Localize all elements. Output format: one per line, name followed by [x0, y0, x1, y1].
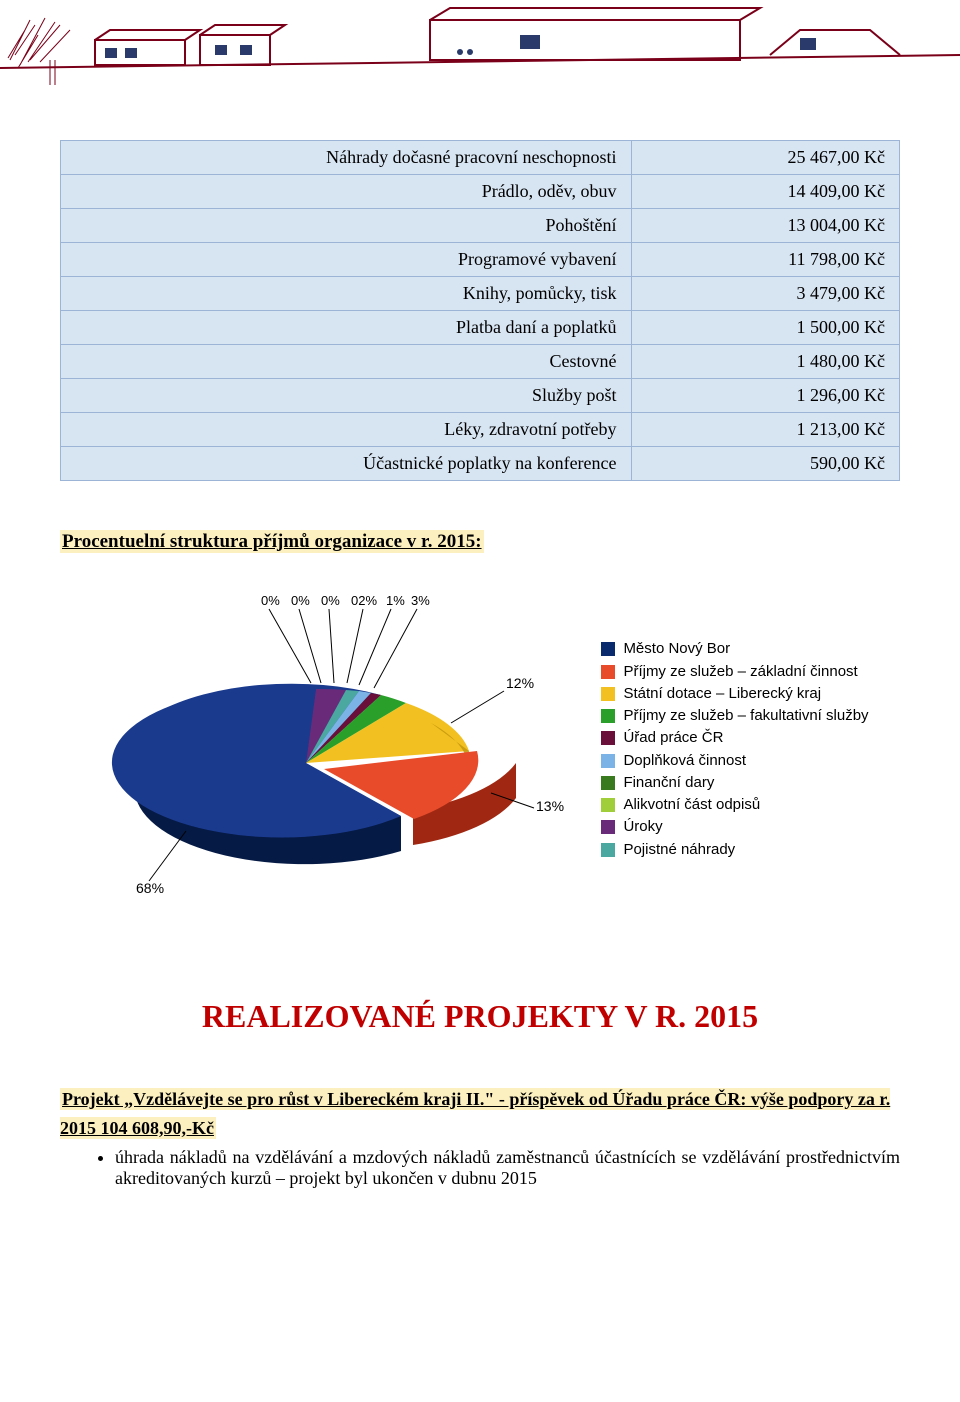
projects-heading: REALIZOVANÉ PROJEKTY V R. 2015 — [60, 998, 900, 1035]
table-row-label: Cestovné — [61, 345, 632, 379]
project-bullet: úhrada nákladů na vzdělávání a mzdových … — [115, 1147, 900, 1189]
legend-label: Úroky — [623, 817, 662, 837]
legend-label: Příjmy ze služeb – základní činnost — [623, 662, 857, 682]
legend-label: Alikvotní část odpisů — [623, 795, 760, 815]
svg-text:1%: 1% — [386, 593, 405, 608]
legend-row: Finanční dary — [601, 773, 868, 793]
legend-swatch — [601, 665, 615, 679]
legend-swatch — [601, 820, 615, 834]
table-row-value: 1 480,00 Kč — [631, 345, 899, 379]
table-row-value: 1 296,00 Kč — [631, 379, 899, 413]
legend-label: Pojistné náhrady — [623, 840, 735, 860]
svg-text:3%: 3% — [411, 593, 430, 608]
table-row-label: Léky, zdravotní potřeby — [61, 413, 632, 447]
legend-swatch — [601, 798, 615, 812]
legend-row: Příjmy ze služeb – fakultativní služby — [601, 706, 868, 726]
expense-table: Náhrady dočasné pracovní neschopnosti25 … — [60, 140, 900, 481]
table-row-label: Platba daní a poplatků — [61, 311, 632, 345]
svg-text:13%: 13% — [536, 798, 564, 814]
legend-label: Příjmy ze služeb – fakultativní služby — [623, 706, 868, 726]
legend-row: Státní dotace – Liberecký kraj — [601, 684, 868, 704]
legend-swatch — [601, 709, 615, 723]
legend-row: Úřad práce ČR — [601, 728, 868, 748]
legend-row: Pojistné náhrady — [601, 840, 868, 860]
table-row-value: 13 004,00 Kč — [631, 209, 899, 243]
table-row-label: Programové vybavení — [61, 243, 632, 277]
table-row-value: 1 500,00 Kč — [631, 311, 899, 345]
struct-title: Procentuelní struktura příjmů organizace… — [60, 530, 484, 553]
pie-chart: 0% 0% 0% 02% 1% 3% — [91, 583, 581, 918]
table-row-value: 590,00 Kč — [631, 447, 899, 481]
legend-row: Příjmy ze služeb – základní činnost — [601, 662, 868, 682]
legend-swatch — [601, 843, 615, 857]
legend-label: Doplňková činnost — [623, 751, 746, 771]
table-row-label: Náhrady dočasné pracovní neschopnosti — [61, 141, 632, 175]
legend-row: Město Nový Bor — [601, 639, 868, 659]
table-row-label: Pohoštění — [61, 209, 632, 243]
table-row-label: Služby pošt — [61, 379, 632, 413]
table-row-label: Prádlo, oděv, obuv — [61, 175, 632, 209]
pie-chart-block: 0% 0% 0% 02% 1% 3% — [60, 583, 900, 918]
legend-row: Úroky — [601, 817, 868, 837]
table-row-label: Knihy, pomůcky, tisk — [61, 277, 632, 311]
svg-text:0%: 0% — [321, 593, 340, 608]
svg-text:0%: 0% — [261, 593, 280, 608]
legend-label: Úřad práce ČR — [623, 728, 723, 748]
project-block: Projekt „Vzdělávejte se pro růst v Liber… — [60, 1085, 900, 1189]
legend-swatch — [601, 776, 615, 790]
legend-swatch — [601, 687, 615, 701]
legend-label: Město Nový Bor — [623, 639, 730, 659]
legend-swatch — [601, 642, 615, 656]
table-row-value: 1 213,00 Kč — [631, 413, 899, 447]
project-title: Projekt „Vzdělávejte se pro růst v Liber… — [60, 1088, 890, 1139]
table-row-label: Účastnické poplatky na konference — [61, 447, 632, 481]
header-graphic — [0, 0, 960, 90]
legend-swatch — [601, 754, 615, 768]
table-row-value: 25 467,00 Kč — [631, 141, 899, 175]
legend-row: Doplňková činnost — [601, 751, 868, 771]
svg-text:12%: 12% — [506, 675, 534, 691]
legend-label: Státní dotace – Liberecký kraj — [623, 684, 821, 704]
legend-swatch — [601, 731, 615, 745]
svg-text:68%: 68% — [136, 880, 164, 896]
table-row-value: 14 409,00 Kč — [631, 175, 899, 209]
table-row-value: 3 479,00 Kč — [631, 277, 899, 311]
pie-legend: Město Nový Bor Příjmy ze služeb – základn… — [601, 639, 868, 862]
svg-text:02%: 02% — [351, 593, 377, 608]
legend-row: Alikvotní část odpisů — [601, 795, 868, 815]
legend-label: Finanční dary — [623, 773, 714, 793]
svg-text:0%: 0% — [291, 593, 310, 608]
table-row-value: 11 798,00 Kč — [631, 243, 899, 277]
